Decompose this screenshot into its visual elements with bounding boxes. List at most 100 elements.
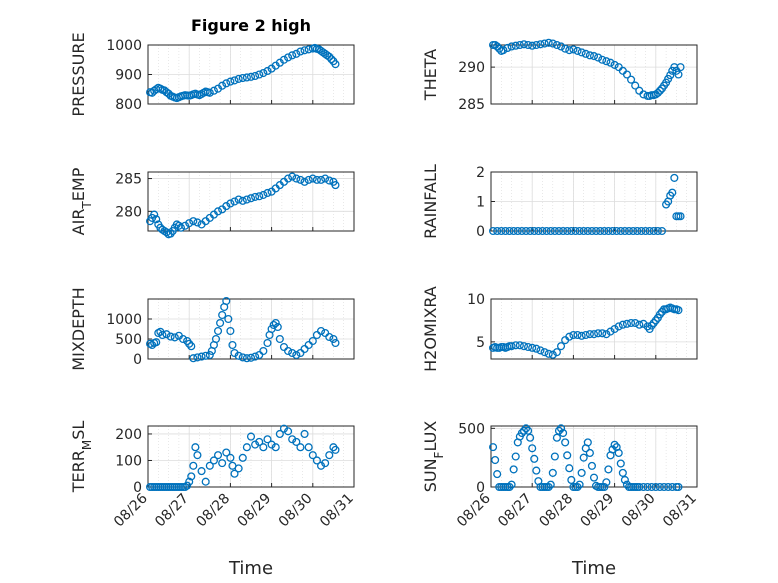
data-point <box>213 207 223 216</box>
data-point <box>263 188 272 198</box>
data-point <box>489 443 498 452</box>
data-point <box>583 226 592 236</box>
data-point <box>263 435 272 444</box>
y-axis-label: THETA <box>421 49 440 101</box>
data-point <box>255 70 264 79</box>
data-point <box>548 39 557 48</box>
data-point <box>532 466 541 475</box>
data-point <box>581 330 590 340</box>
data-point <box>246 432 256 441</box>
data-point <box>631 318 640 328</box>
data-point <box>589 52 599 61</box>
data-point <box>556 42 566 51</box>
data-point <box>331 181 340 190</box>
axes-box <box>490 425 698 488</box>
data-point <box>649 226 658 236</box>
data-point <box>563 451 572 460</box>
data-point <box>530 226 539 236</box>
y-tick-label: 285 <box>115 172 142 188</box>
data-point <box>620 226 629 236</box>
data-point <box>234 74 243 83</box>
data-point <box>234 351 243 360</box>
data-point <box>598 55 607 64</box>
data-point <box>565 464 574 473</box>
data-point <box>511 452 520 461</box>
data-point <box>205 461 214 470</box>
subplot-2: 285 290 THETA <box>421 38 698 113</box>
data-point <box>183 481 192 490</box>
data-point <box>497 226 506 236</box>
y-tick-label: 0 <box>476 224 485 240</box>
data-point <box>176 223 186 232</box>
data-point <box>668 188 677 197</box>
data-point <box>246 353 256 362</box>
subplot-4: 0 1 2 RAINFALL <box>421 164 698 240</box>
data-point <box>528 444 537 453</box>
y-tick-label: 1000 <box>106 38 142 54</box>
data-point <box>189 461 198 470</box>
data-point <box>150 210 159 219</box>
axes-box <box>490 44 698 105</box>
data-point <box>189 354 198 363</box>
data-point <box>255 192 264 201</box>
data-point <box>563 226 572 236</box>
data-point <box>659 482 669 492</box>
data-point <box>308 336 317 346</box>
data-point <box>606 58 615 67</box>
data-point <box>251 192 260 201</box>
data-point <box>246 72 256 81</box>
data-point <box>226 453 235 462</box>
data-point <box>181 221 190 230</box>
data-point <box>540 39 549 48</box>
data-point <box>524 342 533 352</box>
data-point <box>226 199 235 208</box>
data-point <box>618 468 627 477</box>
data-point <box>296 47 305 56</box>
data-point <box>503 43 512 52</box>
data-point <box>513 226 522 236</box>
data-point <box>666 71 675 80</box>
data-point <box>583 438 592 447</box>
data-point <box>325 176 334 185</box>
data-point <box>251 440 260 449</box>
data-point <box>218 81 227 90</box>
data-point <box>288 172 297 181</box>
data-point <box>209 456 218 465</box>
y-tick-label: 800 <box>115 97 142 113</box>
data-point <box>300 177 309 186</box>
y-axis-label: PRESSURE <box>69 32 88 116</box>
data-point <box>263 338 272 348</box>
data-point <box>542 226 551 236</box>
y-tick-label: 1 <box>476 195 485 211</box>
y-tick-label: 5 <box>476 335 485 351</box>
data-point <box>577 331 586 340</box>
data-point <box>532 40 541 50</box>
data-point <box>575 480 584 489</box>
y-tick-label: 500 <box>115 332 142 348</box>
data-point <box>193 353 202 362</box>
data-point <box>316 326 326 336</box>
data-point <box>618 320 627 329</box>
data-point <box>275 429 284 439</box>
data-point <box>197 352 206 361</box>
y-tick-label: 500 <box>458 421 485 437</box>
data-point <box>579 226 588 236</box>
data-point <box>209 86 218 95</box>
data-point <box>653 88 662 97</box>
data-point <box>602 57 611 66</box>
data-point <box>325 451 334 460</box>
x-axis-label-right: Time <box>571 558 616 579</box>
data-point <box>629 226 638 236</box>
data-point <box>589 330 599 339</box>
data-point <box>635 482 644 492</box>
y-tick-label: 900 <box>115 68 142 84</box>
data-point <box>674 70 683 79</box>
data-point <box>528 41 537 50</box>
data-point <box>191 443 200 452</box>
data-point <box>577 468 586 477</box>
y-tick-label: 290 <box>458 60 485 76</box>
data-point <box>284 346 293 356</box>
data-point <box>489 226 498 236</box>
data-point <box>228 340 237 350</box>
data-point <box>536 40 545 49</box>
